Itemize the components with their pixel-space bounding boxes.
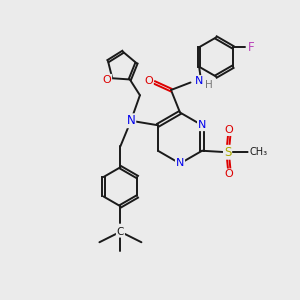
Text: O: O [103,75,111,85]
Text: N: N [195,76,204,86]
Text: N: N [127,114,135,127]
Text: O: O [225,125,233,135]
Text: O: O [144,76,153,86]
Text: F: F [248,41,254,54]
Text: S: S [224,146,231,159]
Text: N: N [198,120,206,130]
Text: O: O [225,169,233,179]
Text: N: N [176,158,184,169]
Text: CH₃: CH₃ [249,147,267,157]
Text: H: H [205,80,212,91]
Text: C: C [117,227,124,237]
